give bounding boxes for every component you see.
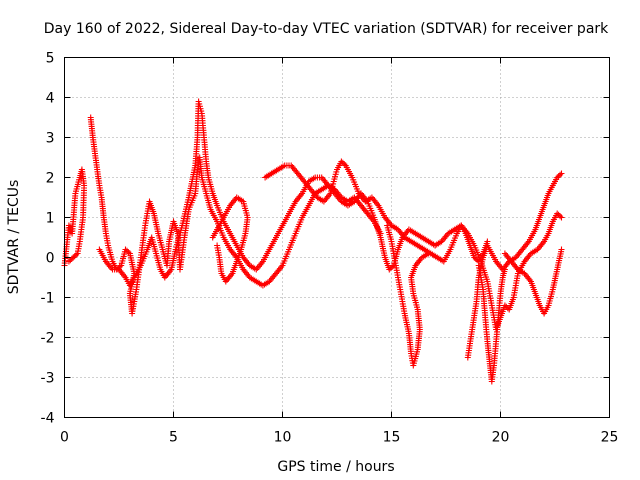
series-markers	[262, 158, 491, 265]
y-tick-label: 3	[46, 131, 55, 147]
grid-lines	[64, 57, 610, 418]
series-markers	[209, 194, 251, 285]
series-markers	[475, 262, 508, 385]
series-arc-10	[501, 246, 565, 317]
series-markers	[96, 98, 439, 289]
y-tick-label: 1	[46, 211, 55, 227]
series-markers	[87, 114, 384, 317]
series-arc-5	[262, 158, 491, 265]
series-arc-4	[209, 194, 251, 285]
chart-title: Day 160 of 2022, Sidereal Day-to-day VTE…	[44, 21, 609, 37]
series-arc-6	[384, 222, 432, 369]
x-tick-label: 15	[383, 430, 401, 446]
series-markers	[501, 246, 565, 317]
plot-frame	[64, 57, 610, 418]
x-tick-label: 5	[169, 430, 178, 446]
y-tick-label: 2	[46, 171, 55, 187]
y-tick-label: 5	[46, 51, 55, 67]
x-axis-label: GPS time / hours	[277, 459, 394, 475]
x-tick-label: 20	[492, 430, 510, 446]
series-arc-3	[96, 98, 439, 289]
data-traces	[61, 98, 565, 385]
series-arc-2	[87, 114, 384, 317]
series-arc-7	[432, 210, 565, 333]
y-axis-label: SDTVAR / TECUs	[6, 180, 22, 295]
y-tick-label: -2	[41, 331, 55, 347]
y-tick-label: 0	[46, 251, 55, 267]
x-tick-label: 0	[60, 430, 69, 446]
series-markers	[464, 170, 565, 361]
y-tick-label: -4	[41, 411, 55, 427]
y-tick-label: -3	[41, 371, 55, 387]
axes: 0 5 10 15 20 25 -4 -3 -2 -1 0 1 2 3 4 5	[41, 51, 619, 446]
y-tick-label: 4	[46, 91, 55, 107]
y-tick-label: -1	[41, 291, 55, 307]
series-arc-8	[475, 262, 508, 385]
series-markers	[432, 210, 565, 333]
x-tick-label: 25	[601, 430, 619, 446]
x-tick-label: 10	[274, 430, 292, 446]
series-markers	[384, 222, 432, 369]
